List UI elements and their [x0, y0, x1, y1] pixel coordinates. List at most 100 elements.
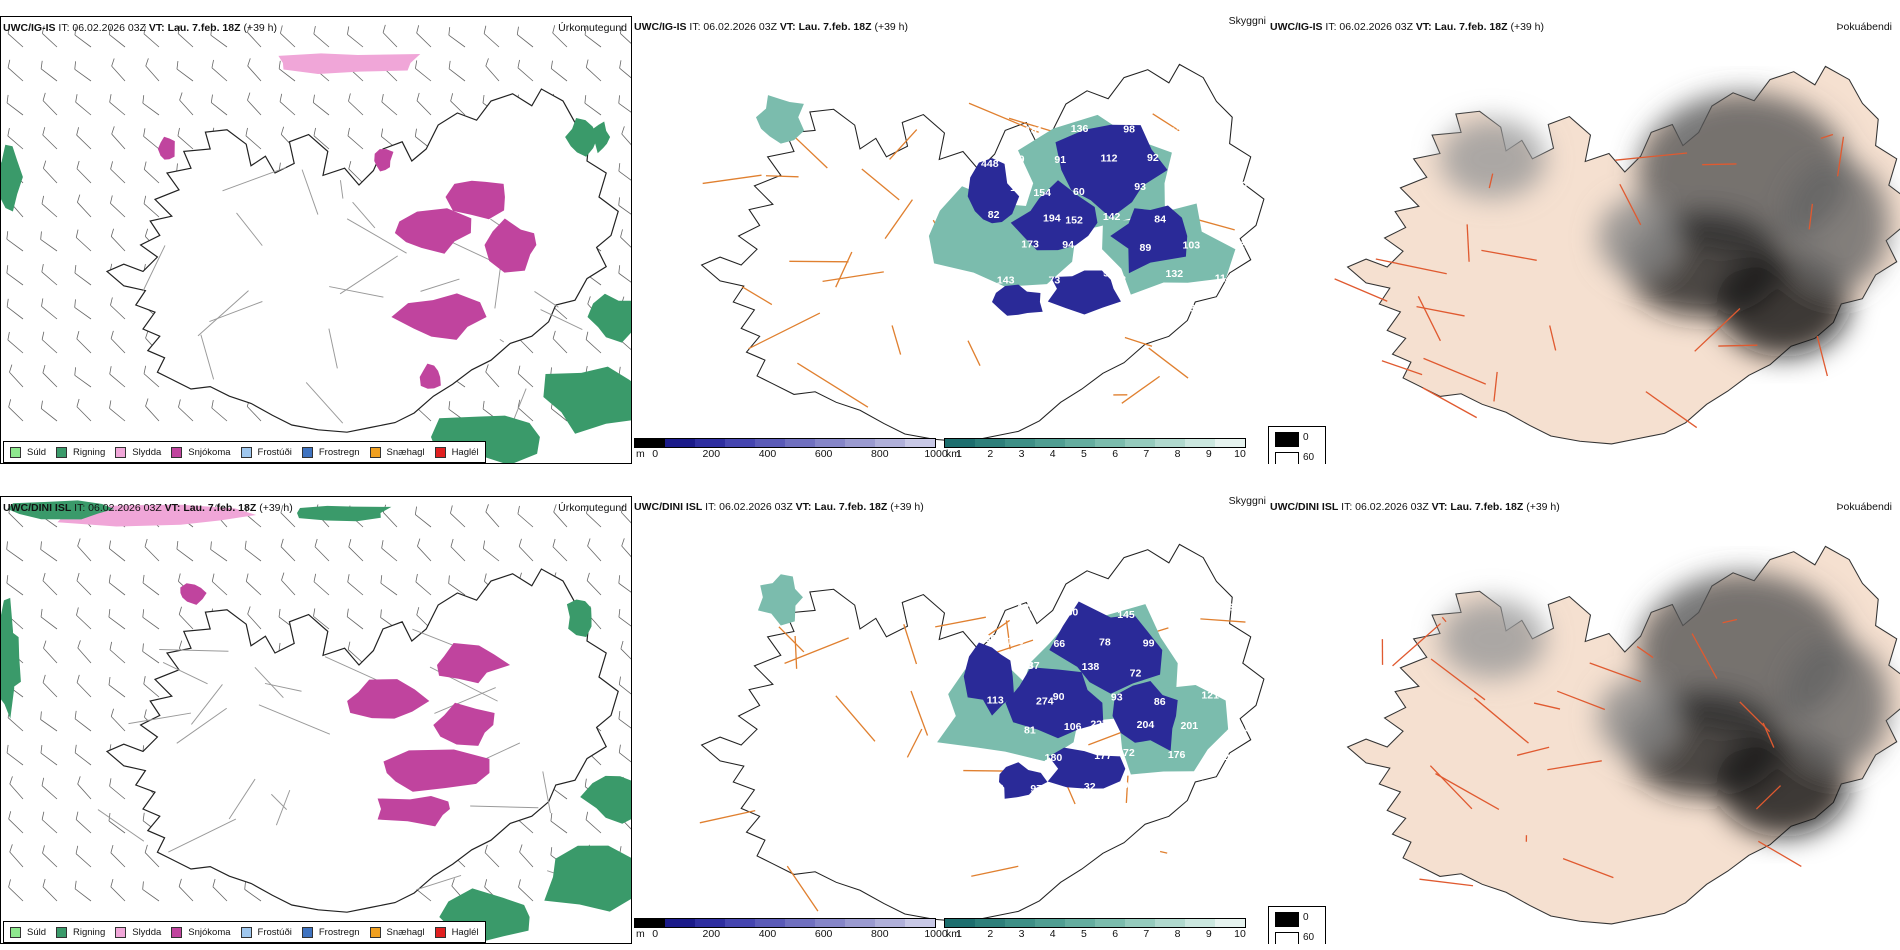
road-line [1516, 746, 1550, 756]
wind-barb [485, 504, 500, 528]
colorbar-cell [635, 439, 665, 447]
visibility-value-label: 66 [1053, 638, 1065, 650]
colorbar-tick: 2 [987, 448, 994, 460]
wind-barb [618, 609, 631, 630]
legend-label: Slydda [132, 926, 162, 938]
wind-barb [108, 609, 126, 630]
lead-time: (+39 h) [890, 501, 924, 513]
fog-indicator-panel: UWC/DINI ISL IT: 06.02.2026 03Z VT: Lau.… [1268, 496, 1900, 944]
wind-barb [42, 845, 58, 868]
legend-item: Snæhagl [369, 926, 425, 938]
colorbar-tick: 1 [956, 928, 963, 940]
wind-barb [346, 608, 364, 630]
road-line [1466, 224, 1470, 262]
rain-area [1, 144, 23, 212]
fog-area [1440, 119, 1546, 199]
road-line [1152, 113, 1180, 132]
visibility-value-label: 110 [1007, 636, 1024, 648]
wind-barb [621, 126, 631, 150]
road-line [228, 778, 256, 820]
colorbar-cell [695, 439, 725, 447]
wind-barb [6, 298, 24, 320]
road-line [1691, 633, 1718, 679]
visibility-value-label: 129 [968, 605, 986, 617]
colorbar-cell [905, 919, 935, 927]
road-line [494, 265, 502, 309]
visibility-value-label: 96 [998, 752, 1010, 764]
wind-barb [9, 776, 24, 800]
wind-barb [8, 879, 24, 902]
colorbar-tick: 6 [1112, 448, 1119, 460]
panel-header: UWC/IG-IS IT: 06.02.2026 03Z VT: Lau. 7.… [3, 22, 277, 34]
colorbar-tick: 800 [871, 928, 889, 940]
precip-type-legend: Súld Rigning Slydda Snjókoma Frostúði Frostre… [3, 921, 486, 943]
colorbar-cell [1125, 439, 1155, 447]
legend-swatch [434, 446, 446, 458]
wind-barb [108, 574, 126, 596]
wind-barb [41, 25, 58, 48]
colorbar-tick: 0 [652, 928, 659, 940]
colorbar-tick: 600 [814, 928, 833, 940]
legend-item: Rigning [56, 926, 105, 938]
road-line [1549, 325, 1557, 351]
fog-area [1440, 599, 1546, 679]
colorbar-unit: km [946, 928, 960, 940]
wind-barb [42, 160, 58, 184]
colorbar-tick: 4 [1049, 928, 1056, 940]
colorbar-ticks: 1 2 3 4 5 6 7 8 9 10 [944, 928, 1246, 942]
road-line [159, 649, 229, 652]
fog-panel-title: Þokuábendi [1836, 501, 1892, 513]
wind-barb [620, 229, 631, 252]
visibility-value-label: 82 [988, 209, 1000, 221]
colorbar-cell [785, 919, 815, 927]
road-line [1417, 295, 1441, 342]
colorbar-cell [1005, 919, 1035, 927]
visibility-value-label: 99 [1143, 638, 1155, 650]
colorbar-cell [1035, 919, 1065, 927]
road-line [935, 616, 986, 628]
lead-time: (+39 h) [874, 21, 909, 33]
wind-barb [448, 60, 466, 82]
road-line [1758, 840, 1802, 868]
road-line [1481, 249, 1537, 261]
wind-barb [212, 878, 228, 902]
road-line [1836, 136, 1845, 177]
very-low-visibility-area [967, 158, 1020, 224]
wind-barb [517, 365, 534, 388]
road-line [891, 325, 902, 355]
wind-barb [448, 27, 466, 48]
wind-barb [77, 194, 92, 218]
road-line [786, 865, 819, 912]
visibility-value-label: 104 [1149, 301, 1167, 313]
wind-barb [40, 608, 58, 630]
wind-barb [76, 607, 92, 630]
wind-barb [42, 92, 58, 116]
wind-barb [77, 538, 92, 562]
colorbar-unit: km [946, 448, 960, 460]
model-name: UWC/IG-IS [634, 21, 687, 33]
wind-barb [178, 399, 194, 422]
fog-legend-swatch [1275, 912, 1299, 927]
legend-label: Haglél [451, 446, 479, 458]
legend-swatch [369, 926, 381, 938]
wind-barb [76, 572, 92, 596]
fog-map [1334, 65, 1900, 445]
colorbar-row [944, 438, 1246, 448]
visibility-value-label: 32 [1084, 781, 1096, 793]
valid-time: VT: Lau. 7.feb. 18Z [795, 501, 888, 513]
visibility-value-label: 100 [1229, 180, 1247, 192]
wind-barb [178, 606, 194, 630]
road-line [699, 809, 756, 824]
precip-type-panel: UWC/IG-IS IT: 06.02.2026 03Z VT: Lau. 7.… [0, 16, 632, 464]
model-name: UWC/DINI ISL [634, 501, 703, 513]
road-line [271, 793, 288, 810]
wind-barb [74, 61, 92, 82]
wind-barb [144, 844, 160, 868]
wind-barb [110, 330, 126, 354]
wind-barb [142, 609, 160, 630]
legend-item: Haglél [434, 926, 479, 938]
colorbar-tick: 0 [652, 448, 659, 460]
visibility-value-label: 138 [1172, 180, 1190, 192]
wind-barb [518, 879, 534, 902]
wind-barb [41, 195, 58, 218]
